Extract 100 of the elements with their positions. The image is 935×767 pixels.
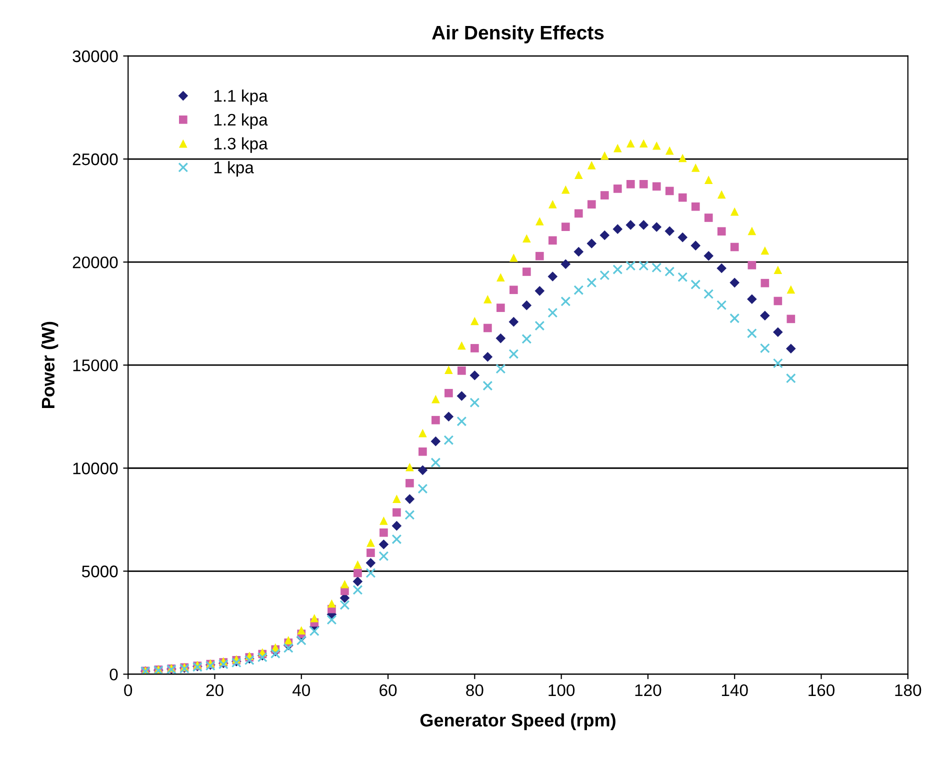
point: [612, 224, 623, 234]
point: [548, 236, 557, 245]
point: [284, 636, 293, 644]
point: [508, 316, 519, 327]
point: [366, 548, 375, 557]
point: [665, 146, 674, 155]
point: [444, 366, 453, 374]
point: [691, 202, 700, 211]
point: [496, 273, 505, 282]
point: [586, 238, 597, 248]
point: [392, 520, 402, 531]
point: [352, 576, 363, 586]
point: [574, 209, 583, 218]
point: [600, 270, 610, 280]
point: [534, 320, 545, 331]
y-tick-label: 15000: [73, 359, 118, 372]
point: [430, 436, 441, 446]
point: [639, 180, 648, 188]
point: [626, 139, 635, 148]
point: [366, 558, 376, 568]
point: [652, 222, 662, 232]
point: [678, 154, 687, 162]
point: [613, 184, 622, 193]
legend-label: 1.3 kpa: [214, 137, 268, 153]
y-tick-label: 5000: [82, 566, 118, 578]
point: [560, 296, 571, 306]
point: [716, 300, 727, 310]
point: [366, 568, 376, 578]
point: [586, 278, 597, 288]
point: [626, 260, 636, 271]
point: [638, 220, 649, 230]
point: [470, 398, 480, 408]
point: [626, 180, 635, 188]
point: [496, 333, 506, 344]
point: [704, 250, 714, 261]
point: [587, 200, 596, 209]
point: [774, 296, 782, 306]
x-tick-label: 60: [380, 684, 397, 696]
point: [484, 324, 492, 332]
point: [430, 458, 441, 468]
point: [458, 366, 466, 375]
point: [678, 232, 688, 242]
point: [691, 164, 700, 172]
point: [534, 286, 545, 296]
x-tick-label: 120: [635, 684, 662, 696]
point: [444, 412, 454, 422]
point: [380, 528, 388, 537]
point: [639, 139, 648, 148]
point: [296, 635, 306, 646]
point: [786, 285, 796, 294]
point: [354, 568, 362, 578]
point: [432, 394, 440, 404]
y-tick-label: 20000: [72, 256, 118, 268]
legend-label: 1.1 kpa: [214, 90, 268, 106]
point: [326, 614, 337, 625]
point: [392, 494, 401, 503]
point: [786, 344, 796, 354]
legend-label: 1 kpa: [214, 161, 254, 177]
point: [522, 268, 531, 276]
point: [418, 428, 427, 438]
point: [297, 626, 306, 634]
y-axis-title: Power (W): [41, 322, 58, 408]
point: [652, 262, 662, 273]
y-tick-label: 30000: [72, 50, 118, 62]
x-tick-label: 40: [292, 684, 310, 696]
point: [378, 539, 389, 550]
point: [309, 626, 320, 636]
point: [418, 465, 428, 476]
point: [535, 252, 544, 260]
point: [522, 300, 532, 310]
point: [772, 358, 783, 368]
chart-title: Air Density Effects: [432, 25, 604, 44]
point: [470, 316, 479, 326]
point: [496, 364, 506, 374]
point: [665, 186, 674, 196]
point: [432, 416, 440, 424]
point: [366, 538, 375, 547]
point: [760, 246, 770, 255]
point: [548, 308, 558, 318]
point: [340, 600, 350, 610]
point: [456, 416, 467, 426]
point: [664, 226, 675, 236]
point: [418, 447, 427, 456]
point: [548, 200, 557, 208]
point: [652, 182, 661, 191]
y-tick-label: 10000: [73, 462, 118, 474]
point: [760, 278, 770, 288]
point: [746, 328, 757, 338]
point: [704, 214, 713, 222]
x-tick-label: 20: [206, 684, 224, 696]
x-tick-label: 100: [548, 684, 575, 696]
point: [690, 240, 701, 250]
point: [310, 614, 319, 622]
point: [760, 310, 770, 321]
point: [340, 580, 349, 588]
point: [470, 344, 479, 352]
point: [678, 272, 688, 282]
point: [730, 242, 739, 252]
point: [378, 551, 389, 562]
point: [612, 264, 623, 274]
